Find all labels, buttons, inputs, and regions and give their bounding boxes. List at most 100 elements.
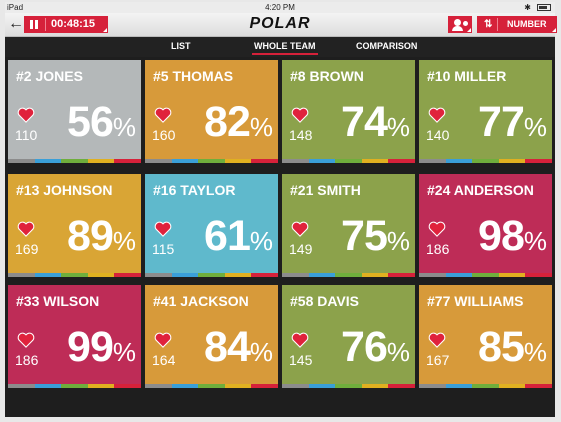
- zone-segment: [335, 159, 362, 163]
- player-name: #8 BROWN: [290, 68, 364, 84]
- player-name: #16 TAYLOR: [153, 182, 236, 198]
- player-name: #58 DAVIS: [290, 293, 359, 309]
- max-hr-percent: 75%: [341, 212, 410, 260]
- max-hr-percent: 85%: [478, 323, 547, 371]
- bluetooth-icon: ✱: [524, 3, 531, 12]
- heart-rate-value: 169: [15, 241, 39, 257]
- zone-segment: [171, 273, 199, 277]
- sort-label: NUMBER: [507, 19, 547, 29]
- player-name: #24 ANDERSON: [427, 182, 534, 198]
- session-timer-button[interactable]: 00:48:15: [24, 16, 108, 33]
- zone-segment: [498, 273, 526, 277]
- people-icon: [452, 19, 463, 31]
- pause-icon[interactable]: [30, 20, 39, 29]
- zone-bar: [8, 384, 141, 388]
- zone-segment: [224, 384, 252, 388]
- zone-bar: [282, 273, 415, 277]
- heart-rate-value: 115: [152, 241, 175, 257]
- heart-icon: [17, 107, 35, 123]
- zone-segment: [419, 384, 446, 388]
- zone-segment: [34, 273, 62, 277]
- clock: 4:20 PM: [265, 3, 295, 12]
- zone-segment: [388, 159, 415, 163]
- zone-bar: [8, 273, 141, 277]
- zone-segment: [61, 273, 88, 277]
- heart-icon: [291, 221, 309, 237]
- zone-segment: [34, 159, 62, 163]
- heart-rate-value: 145: [289, 352, 313, 368]
- heart-icon: [291, 332, 309, 348]
- zone-segment: [198, 159, 225, 163]
- max-hr-percent: 56%: [67, 98, 136, 146]
- player-tile[interactable]: #8 BROWN 148 74%: [282, 60, 415, 163]
- zone-segment: [114, 273, 141, 277]
- zone-segment: [472, 159, 499, 163]
- zone-bar: [282, 384, 415, 388]
- heart-icon: [17, 221, 35, 237]
- zone-segment: [308, 159, 336, 163]
- tab-whole-team[interactable]: WHOLE TEAM: [252, 37, 317, 57]
- battery-icon: [537, 4, 551, 11]
- zone-bar: [282, 159, 415, 163]
- heart-rate-value: 148: [289, 127, 313, 143]
- zone-segment: [388, 273, 415, 277]
- max-hr-percent: 84%: [204, 323, 273, 371]
- sort-button[interactable]: ⇅ NUMBER: [477, 16, 557, 33]
- player-name: #21 SMITH: [290, 182, 361, 198]
- player-tile[interactable]: #16 TAYLOR 115 61%: [145, 174, 278, 277]
- player-tile[interactable]: #58 DAVIS 145 76%: [282, 285, 415, 388]
- tab-list[interactable]: LIST: [171, 41, 191, 51]
- zone-segment: [361, 384, 389, 388]
- sort-icon: ⇅: [484, 19, 493, 30]
- zone-segment: [251, 384, 278, 388]
- zone-segment: [251, 273, 278, 277]
- max-hr-percent: 99%: [67, 323, 136, 371]
- zone-segment: [472, 384, 499, 388]
- zone-segment: [224, 159, 252, 163]
- zone-segment: [34, 384, 62, 388]
- zone-segment: [335, 273, 362, 277]
- player-tile[interactable]: #33 WILSON 186 99%: [8, 285, 141, 388]
- heart-icon: [154, 332, 172, 348]
- player-name: #10 MILLER: [427, 68, 507, 84]
- zone-segment: [335, 384, 362, 388]
- zone-segment: [8, 159, 35, 163]
- zone-segment: [224, 273, 252, 277]
- player-tile[interactable]: #24 ANDERSON 186 98%: [419, 174, 552, 277]
- player-tile[interactable]: #21 SMITH 149 75%: [282, 174, 415, 277]
- zone-segment: [525, 159, 552, 163]
- zone-bar: [145, 384, 278, 388]
- player-name: #13 JOHNSON: [16, 182, 113, 198]
- zone-segment: [445, 273, 473, 277]
- player-tile[interactable]: #77 WILLIAMS 167 85%: [419, 285, 552, 388]
- status-bar: iPad 4:20 PM ✱: [5, 2, 555, 13]
- player-tile[interactable]: #41 JACKSON 164 84%: [145, 285, 278, 388]
- heart-icon: [154, 107, 172, 123]
- player-tile[interactable]: #10 MILLER 140 77%: [419, 60, 552, 163]
- heart-icon: [291, 107, 309, 123]
- heart-icon: [428, 332, 446, 348]
- heart-icon: [17, 332, 35, 348]
- team-button[interactable]: [448, 16, 472, 33]
- player-name: #33 WILSON: [16, 293, 100, 309]
- max-hr-percent: 61%: [204, 212, 273, 260]
- max-hr-percent: 89%: [67, 212, 136, 260]
- zone-segment: [198, 384, 225, 388]
- heart-rate-value: 110: [15, 127, 38, 143]
- back-arrow-icon[interactable]: ←: [8, 15, 24, 32]
- max-hr-percent: 76%: [341, 323, 410, 371]
- zone-segment: [171, 384, 199, 388]
- view-tabs: LIST WHOLE TEAM COMPARISON: [5, 37, 555, 57]
- zone-segment: [388, 384, 415, 388]
- heart-rate-value: 160: [152, 127, 176, 143]
- player-tile[interactable]: #5 THOMAS 160 82%: [145, 60, 278, 163]
- zone-segment: [198, 273, 225, 277]
- player-tile[interactable]: #13 JOHNSON 169 89%: [8, 174, 141, 277]
- zone-bar: [419, 159, 552, 163]
- player-tile[interactable]: #2 JONES 110 56%: [8, 60, 141, 163]
- tab-comparison[interactable]: COMPARISON: [356, 41, 418, 51]
- player-name: #2 JONES: [16, 68, 83, 84]
- zone-segment: [114, 384, 141, 388]
- heart-icon: [154, 221, 172, 237]
- zone-segment: [498, 384, 526, 388]
